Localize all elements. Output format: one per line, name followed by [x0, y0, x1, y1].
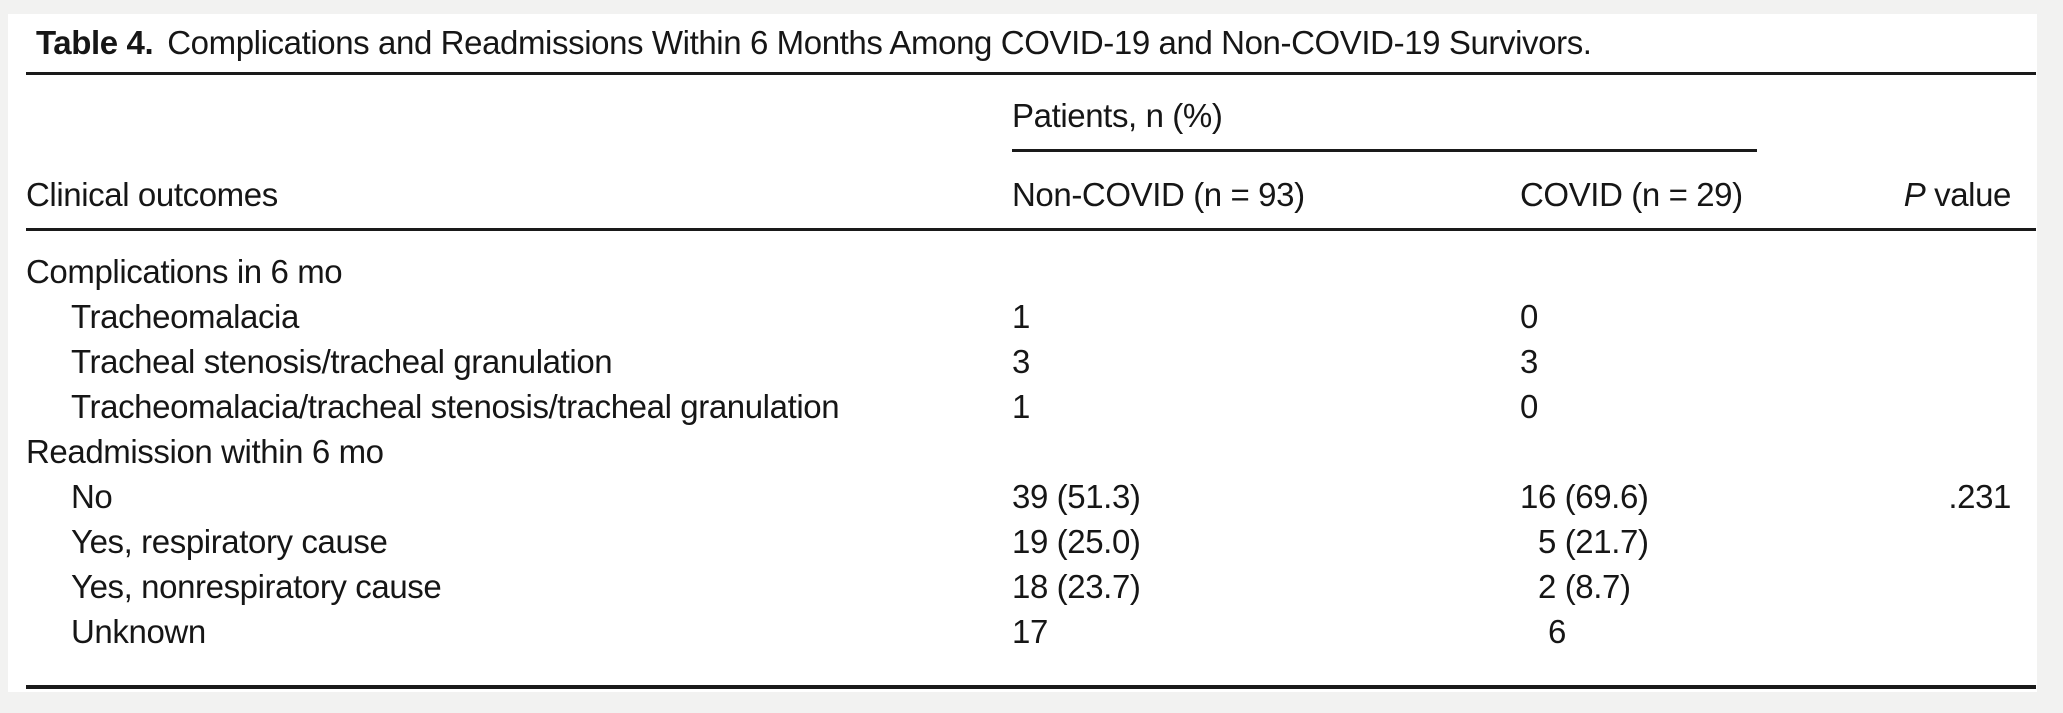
patients-spanner-label: Patients, n (%) — [1012, 97, 1223, 134]
row-tracheomalacia-stenosis-granulation: Tracheomalacia/tracheal stenosis/trachea… — [26, 384, 2036, 429]
non-covid-cell: 1 — [1012, 387, 1030, 425]
non-covid-cell: 19 (25.0) — [1012, 522, 1141, 560]
non-covid-cell: 1 — [1012, 297, 1030, 335]
covid-cell: 3 — [1520, 342, 1538, 380]
row-label: Tracheal stenosis/tracheal granulation — [71, 342, 613, 380]
covid-cell: 0 — [1520, 387, 1538, 425]
table-title-text: Complications and Readmissions Within 6 … — [167, 24, 1592, 61]
row-label: Tracheomalacia/tracheal stenosis/trachea… — [71, 387, 840, 425]
table-caption: Table 4. Complications and Readmissions … — [26, 14, 2036, 75]
row-tracheal-stenosis-granulation: Tracheal stenosis/tracheal granulation 3… — [26, 339, 2036, 384]
non-covid-cell: 17 — [1012, 612, 1048, 650]
covid-cell: 16 (69.6) — [1520, 477, 1649, 515]
row-label: Yes, respiratory cause — [71, 522, 388, 560]
column-header-row: Clinical outcomes Non-COVID (n = 93) COV… — [26, 152, 2036, 231]
row-label: Unknown — [71, 612, 206, 650]
covid-cell: 5 (21.7) — [1538, 522, 1649, 560]
table-number-label: Table 4. — [36, 24, 154, 61]
non-covid-cell: 3 — [1012, 342, 1030, 380]
row-readmission-yes-respiratory: Yes, respiratory cause 19 (25.0) 5 (21.7… — [26, 519, 2036, 564]
row-readmission-yes-nonrespiratory: Yes, nonrespiratory cause 18 (23.7) 2 (8… — [26, 564, 2036, 609]
non-covid-cell: 18 (23.7) — [1012, 567, 1141, 605]
row-label: Yes, nonrespiratory cause — [71, 567, 442, 605]
row-readmission-no: No 39 (51.3) 16 (69.6) .231 — [26, 474, 2036, 519]
row-label: No — [71, 477, 113, 515]
non-covid-cell: 39 (51.3) — [1012, 477, 1141, 515]
row-readmission-unknown: Unknown 17 6 — [26, 609, 2036, 654]
covid-cell: 6 — [1548, 612, 1566, 650]
spanner-header-row: Patients, n (%) — [26, 75, 2036, 152]
table-body: Complications in 6 mo Tracheomalacia 1 0… — [26, 231, 2036, 689]
paper-page: Table 4. Complications and Readmissions … — [8, 14, 2037, 692]
column-header-clinical-outcomes: Clinical outcomes — [26, 176, 278, 213]
section-row-complications: Complications in 6 mo — [26, 249, 2036, 294]
row-label: Readmission within 6 mo — [26, 432, 384, 470]
p-value-cell: .231 — [1948, 477, 2011, 515]
covid-cell: 2 (8.7) — [1538, 567, 1631, 605]
patients-spanner-cell: Patients, n (%) — [1012, 75, 1757, 152]
p-value-italic-p: P — [1903, 176, 1926, 213]
row-label: Complications in 6 mo — [26, 252, 343, 290]
table-4: Table 4. Complications and Readmissions … — [26, 14, 2036, 689]
covid-cell: 0 — [1520, 297, 1538, 335]
column-header-covid: COVID (n = 29) — [1520, 176, 1743, 213]
row-label: Tracheomalacia — [71, 297, 299, 335]
section-row-readmission: Readmission within 6 mo — [26, 429, 2036, 474]
column-header-non-covid: Non-COVID (n = 93) — [1012, 176, 1305, 213]
p-value-word: value — [1925, 176, 2011, 213]
row-tracheomalacia: Tracheomalacia 1 0 — [26, 294, 2036, 339]
column-header-p-value: P value — [1860, 176, 2036, 214]
